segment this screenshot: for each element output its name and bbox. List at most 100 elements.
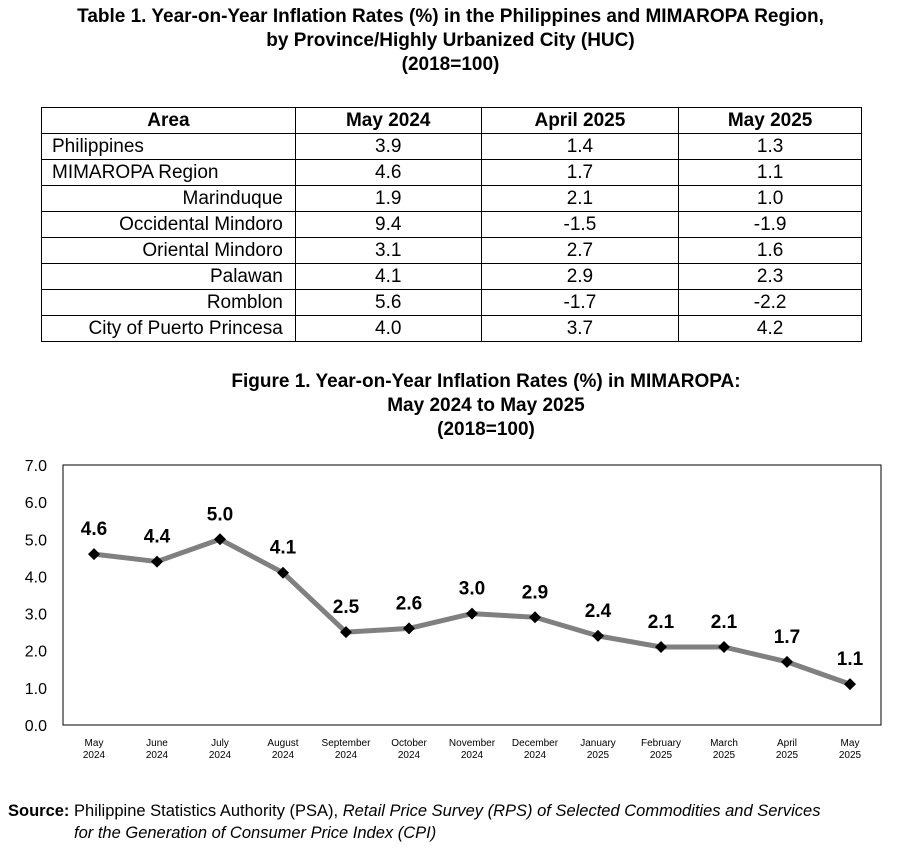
x-tick-label: 2024 (398, 750, 421, 761)
x-tick-label: December (512, 738, 559, 749)
x-tick-label: August (267, 738, 298, 749)
x-tick-label: February (641, 738, 681, 749)
x-tick-label: 2024 (83, 750, 106, 761)
x-tick-label: November (449, 738, 496, 749)
table-title-line-3: (2018=100) (401, 54, 500, 75)
cell-value: 1.9 (294, 185, 482, 212)
cell-value: 5.6 (294, 289, 482, 316)
cell-value: 2.3 (678, 263, 862, 290)
y-tick-label: 6.0 (25, 495, 47, 512)
data-label: 4.6 (81, 519, 107, 540)
y-tick-label: 5.0 (25, 532, 47, 549)
header-april-2025: April 2025 (480, 107, 680, 134)
x-tick-label: 2024 (209, 750, 232, 761)
x-tick-label: January (580, 738, 616, 749)
x-tick-label: 2024 (524, 750, 547, 761)
header-may-2024: May 2024 (294, 107, 482, 134)
figure-title-line-3: (2018=100) (437, 419, 535, 440)
cell-value: 3.1 (294, 237, 482, 264)
x-tick-label: 2025 (839, 750, 862, 761)
header-may-2025: May 2025 (678, 107, 862, 134)
data-point-marker (844, 678, 856, 691)
data-point-marker (340, 626, 352, 639)
x-tick-label: July (211, 738, 229, 749)
source-note: Source: Philippine Statistics Authority … (8, 800, 898, 844)
x-tick-label: October (391, 738, 427, 749)
data-point-marker (529, 611, 541, 624)
inflation-line-chart: 0.01.02.03.04.05.06.07.0 May2024June2024… (25, 458, 882, 761)
row-area: Occidental Mindoro (41, 211, 296, 238)
cell-value: -1.5 (480, 211, 680, 238)
table-header-row: Area May 2024 April 2025 May 2025 (41, 107, 862, 134)
data-label: 2.5 (333, 597, 360, 618)
header-area: Area (41, 107, 296, 134)
data-point-marker (151, 555, 163, 568)
table-row: MIMAROPA Region 4.6 1.7 1.1 (41, 159, 862, 186)
y-tick-label: 1.0 (25, 681, 47, 698)
cell-value: 2.9 (480, 263, 680, 290)
series-mimaropa: 4.6 4.4 5.0 4.1 2.5 2.6 3.0 2.9 2.4 2.1 2.1 1.7 1.1 (81, 504, 864, 691)
data-label: 2.1 (648, 612, 675, 633)
table-row: City of Puerto Princesa 4.0 3.7 4.2 (41, 315, 862, 342)
y-tick-label: 0.0 (25, 718, 47, 735)
table-title-line-1: Table 1. Year-on-Year Inflation Rates (%… (77, 6, 824, 27)
data-point-marker (718, 641, 730, 653)
cell-value: 4.1 (294, 263, 482, 290)
table-title-line-2: by Province/Highly Urbanized City (HUC) (266, 30, 635, 51)
y-tick-label: 7.0 (25, 458, 47, 475)
x-tick-label: May (841, 738, 860, 749)
source-label: Source: (8, 802, 70, 820)
table-row: Palawan 4.1 2.9 2.3 (41, 263, 862, 290)
table-row: Oriental Mindoro 3.1 2.7 1.6 (41, 237, 862, 264)
y-axis: 0.0 1.0 2.0 3.0 4.0 5.0 6.0 7.0 (25, 458, 47, 735)
data-point-marker (214, 533, 226, 546)
row-area: Philippines (41, 133, 296, 160)
table-title: Table 1. Year-on-Year Inflation Rates (%… (0, 5, 901, 77)
source-survey-line-2: for the Generation of Consumer Price Ind… (74, 824, 437, 842)
cell-value: 1.1 (678, 159, 862, 186)
source-survey-line-1: Retail Price Survey (RPS) of Selected Co… (342, 802, 821, 820)
data-label: 5.0 (207, 504, 233, 525)
source-agency: Philippine Statistics Authority (PSA), (69, 802, 343, 820)
x-tick-label: September (322, 738, 372, 749)
row-area: Palawan (41, 263, 296, 290)
table-row: Marinduque 1.9 2.1 1.0 (41, 185, 862, 212)
inflation-table: Area May 2024 April 2025 May 2025 Philip… (41, 107, 862, 342)
cell-value: 4.6 (294, 159, 482, 186)
x-tick-label: 2024 (461, 750, 484, 761)
plot-area (62, 464, 882, 726)
cell-value: 4.0 (294, 315, 482, 342)
figure-title-line-1: Figure 1. Year-on-Year Inflation Rates (… (231, 371, 741, 392)
cell-value: 3.9 (294, 133, 482, 160)
cell-value: 1.3 (678, 133, 862, 160)
y-tick-label: 4.0 (25, 569, 47, 586)
cell-value: 9.4 (294, 211, 482, 238)
data-label: 2.1 (711, 612, 738, 633)
x-tick-label: 2024 (146, 750, 169, 761)
cell-value: 2.7 (480, 237, 680, 264)
cell-value: 1.4 (480, 133, 680, 160)
table-row: Occidental Mindoro 9.4 -1.5 -1.9 (41, 211, 862, 238)
x-tick-label: 2025 (713, 750, 736, 761)
cell-value: 3.7 (480, 315, 680, 342)
data-label: 1.7 (774, 627, 800, 648)
row-area: Oriental Mindoro (41, 237, 296, 264)
data-point-marker (403, 622, 415, 635)
x-tick-label: 2024 (335, 750, 358, 761)
data-point-marker (655, 641, 667, 653)
table-row: Romblon 5.6 -1.7 -2.2 (41, 289, 862, 316)
cell-value: 4.2 (678, 315, 862, 342)
x-tick-label: 2025 (776, 750, 799, 761)
data-label: 2.4 (585, 601, 612, 622)
cell-value: 2.1 (480, 185, 680, 212)
row-area: Marinduque (41, 185, 296, 212)
cell-value: -2.2 (678, 289, 862, 316)
x-tick-label: 2025 (650, 750, 673, 761)
data-label: 2.9 (522, 582, 548, 603)
data-point-marker (592, 629, 604, 642)
row-area: Romblon (41, 289, 296, 316)
cell-value: -1.7 (480, 289, 680, 316)
x-tick-label: May (85, 738, 104, 749)
cell-value: 1.7 (480, 159, 680, 186)
y-tick-label: 3.0 (25, 607, 47, 624)
